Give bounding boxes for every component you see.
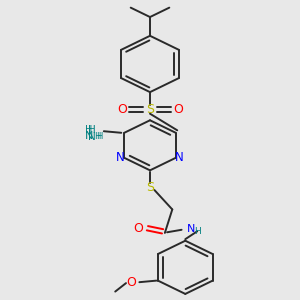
Text: N: N xyxy=(175,151,184,164)
Text: S: S xyxy=(146,103,154,116)
Text: O: O xyxy=(133,222,143,235)
Text: H: H xyxy=(85,125,93,135)
Text: N: N xyxy=(88,132,95,142)
Text: H: H xyxy=(194,227,201,236)
Text: N: N xyxy=(116,151,125,164)
Text: N: N xyxy=(187,224,195,234)
Text: O: O xyxy=(126,276,136,289)
Text: H: H xyxy=(96,132,102,141)
Text: O: O xyxy=(173,103,183,116)
Text: H: H xyxy=(94,132,101,141)
Text: S: S xyxy=(146,181,154,194)
Text: N: N xyxy=(85,131,93,141)
Text: O: O xyxy=(117,103,127,116)
Text: H: H xyxy=(88,125,95,135)
